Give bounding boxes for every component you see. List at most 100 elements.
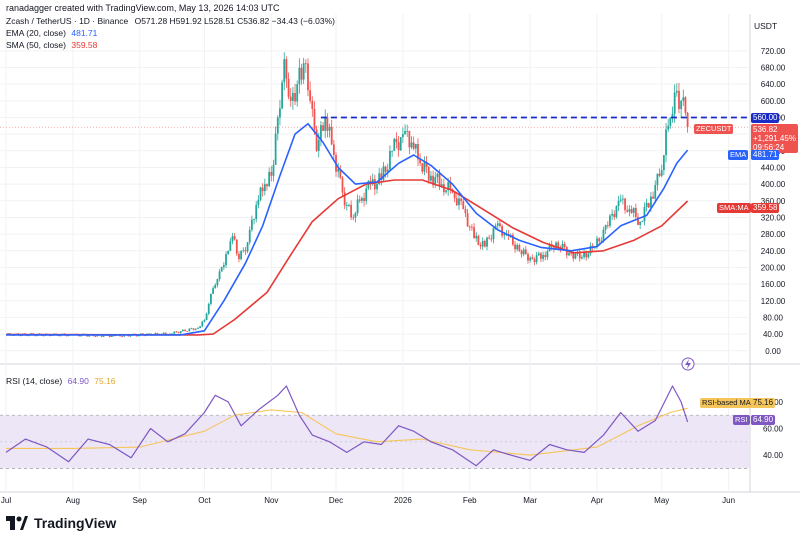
candle-body xyxy=(380,173,383,180)
candle-body xyxy=(326,117,329,131)
candle-body xyxy=(596,238,598,247)
candle-body xyxy=(611,213,614,216)
candle-body xyxy=(568,252,570,256)
candle-body xyxy=(475,235,478,239)
candle-body xyxy=(110,335,113,337)
candle-body xyxy=(376,184,378,190)
candle-body xyxy=(108,335,111,337)
candle-body xyxy=(259,187,262,200)
candle-body xyxy=(332,144,335,155)
symbol-tag: ZECUSDT xyxy=(694,124,734,134)
price-tag-value: 536.82 xyxy=(753,125,778,134)
candle-body xyxy=(479,244,482,247)
sma-legend-label: SMA (50, close) xyxy=(6,40,66,50)
candle-body xyxy=(302,63,305,80)
candle-body xyxy=(266,184,268,187)
candle-body xyxy=(348,204,350,206)
rsi-legend: RSI (14, close) 64.90 75.16 xyxy=(6,376,116,386)
candle-body xyxy=(397,142,400,151)
rsi-ma-name-tag: RSI-based MA xyxy=(700,398,753,408)
rsi-line xyxy=(5,385,689,467)
candle-body xyxy=(425,161,428,167)
candle-body xyxy=(274,133,277,165)
ema-20-line xyxy=(6,122,689,336)
candle-body xyxy=(432,175,434,186)
time-tick-label: Sep xyxy=(133,496,148,505)
candle-body xyxy=(613,213,616,217)
candle-body xyxy=(227,250,230,255)
candle-body xyxy=(572,253,575,259)
candle-body xyxy=(283,59,286,83)
candle-body xyxy=(490,238,493,240)
price-tick-label: 360.00 xyxy=(761,197,786,206)
candle-body xyxy=(583,252,585,258)
candle-body xyxy=(462,201,465,210)
candle-body xyxy=(382,166,385,180)
candle-body xyxy=(574,253,577,259)
candle-body xyxy=(363,198,365,202)
candle-body xyxy=(317,139,320,151)
candle-body xyxy=(412,142,415,149)
candle-body xyxy=(609,215,611,226)
candle-body xyxy=(192,328,195,330)
candle-body xyxy=(632,207,635,213)
candle-body xyxy=(121,336,124,338)
candle-body xyxy=(516,245,519,250)
candle-body xyxy=(393,138,396,151)
candle-body xyxy=(216,279,219,286)
candle-body xyxy=(248,229,251,243)
symbol-legend: Zcash / TetherUS · 1D · Binance O571.28 … xyxy=(6,16,335,26)
chart-credit: ranadagger created with TradingView.com,… xyxy=(6,3,280,13)
ema-name-tag: EMA xyxy=(728,150,749,160)
candle-body xyxy=(307,63,309,91)
candle-body xyxy=(220,267,223,272)
candle-body xyxy=(339,168,342,178)
candle-body xyxy=(486,237,488,247)
candle-body xyxy=(524,249,527,254)
price-tick-label: 720.00 xyxy=(761,47,786,56)
candle-body xyxy=(255,204,258,220)
sma-legend-value: 359.58 xyxy=(71,40,98,50)
candle-body xyxy=(296,84,299,102)
candle-body xyxy=(606,225,609,227)
candle-body xyxy=(468,226,471,228)
candle-body xyxy=(225,254,227,266)
ohlc-values: O571.28 H591.92 L528.51 C536.82 −34.43 (… xyxy=(134,16,335,26)
candle-body xyxy=(464,209,467,214)
candle-body xyxy=(345,205,348,206)
candle-body xyxy=(654,184,657,199)
candle-body xyxy=(546,251,549,258)
candle-body xyxy=(641,221,644,223)
candle-body xyxy=(294,92,296,102)
candle-body xyxy=(320,125,322,140)
candle-body xyxy=(678,90,680,110)
candle-body xyxy=(557,242,560,248)
candle-body xyxy=(289,96,292,101)
candle-body xyxy=(587,253,590,258)
candle-body xyxy=(186,331,189,332)
candle-body xyxy=(408,130,411,148)
candle-body xyxy=(455,198,458,206)
candle-body xyxy=(645,202,648,207)
price-tick-label: 400.00 xyxy=(761,180,786,189)
candle-body xyxy=(628,209,631,212)
candle-body xyxy=(358,199,361,201)
candle-body xyxy=(671,113,674,118)
time-tick-label: Jul xyxy=(1,496,11,505)
candle-body xyxy=(518,245,521,251)
candle-body xyxy=(386,169,389,172)
candle-body xyxy=(427,166,430,181)
tradingview-brand[interactable]: TradingView xyxy=(6,515,116,531)
candle-body xyxy=(322,125,324,131)
price-tick-label: 200.00 xyxy=(761,263,786,272)
candle-body xyxy=(391,150,393,152)
candle-body xyxy=(190,328,193,330)
candle-body xyxy=(503,234,506,236)
candle-body xyxy=(624,198,626,211)
price-tick-label: 640.00 xyxy=(761,80,786,89)
candle-body xyxy=(361,198,363,201)
candle-body xyxy=(350,204,353,218)
candle-body xyxy=(229,241,232,251)
ema-value-tag: 481.71 xyxy=(751,150,780,160)
